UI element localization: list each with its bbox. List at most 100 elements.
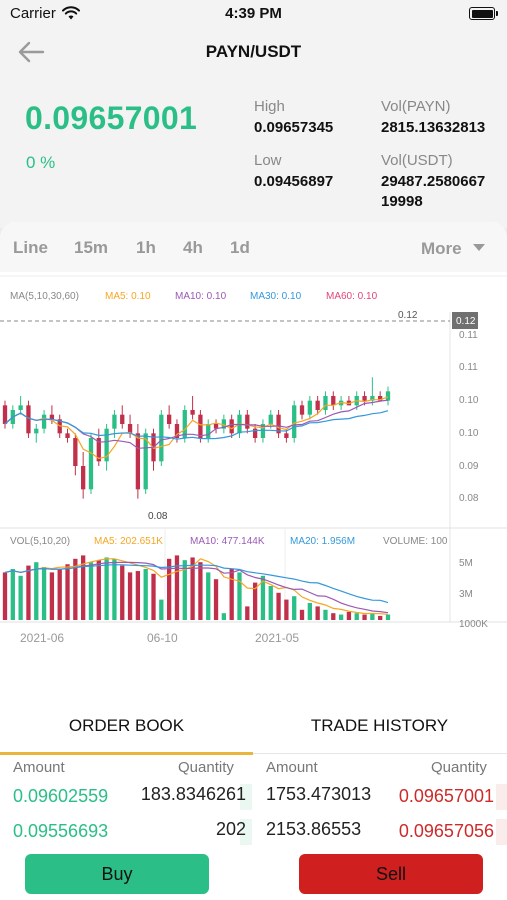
candle-body [182, 410, 187, 438]
ma30-line [4, 410, 389, 440]
candle-body [190, 410, 195, 415]
price-change: 0 % [26, 153, 56, 172]
period-1h[interactable]: 1h [136, 238, 156, 257]
volume-bar [237, 572, 242, 620]
volume-bar [18, 575, 23, 620]
x-axis-label: 2021-05 [255, 631, 299, 645]
candle-body [276, 414, 281, 434]
ticker-summary: 0.09657001 0 % High 0.09657345 Low 0.094… [0, 78, 507, 228]
volume-bar [268, 586, 273, 620]
volume-bar [151, 573, 156, 620]
vol-quote-value: 29487.2580667 19998 [381, 172, 485, 212]
ma10-legend: MA10: 0.10 [175, 291, 227, 302]
price-axis-label: 0.11 [459, 330, 478, 341]
volume-bar [229, 569, 234, 620]
candle-body [198, 414, 203, 438]
volume-bar [346, 611, 352, 620]
volume-bar [221, 613, 227, 620]
order-book-price[interactable]: 0.09556693 [13, 821, 109, 841]
order-book-amount-header: Amount [13, 759, 65, 776]
period-line[interactable]: Line [13, 238, 48, 257]
candle-body [96, 438, 101, 462]
volume-bar [378, 615, 383, 620]
x-axis-label: 2021-06 [20, 631, 64, 645]
caret-down-icon[interactable] [473, 244, 485, 251]
low-value: 0.09456897 [254, 173, 334, 190]
candle-body [2, 405, 8, 424]
volume-bar [10, 569, 15, 620]
period-15m[interactable]: 15m [74, 238, 109, 257]
trade-history-price: 0.09657001 [398, 786, 494, 806]
price-tag-bg [452, 312, 478, 329]
volume-bar [88, 562, 94, 620]
price-axis-label: 0.10 [459, 428, 479, 439]
volume-bar [2, 572, 8, 620]
candle-body [362, 396, 367, 401]
candle-body [34, 428, 39, 434]
tab-trade-history[interactable]: TRADE HISTORY [310, 716, 449, 735]
status-bar: Carrier 4:39 PM [0, 0, 507, 28]
vol-ma20-line [4, 564, 389, 604]
sell-button[interactable]: Sell [299, 854, 483, 894]
vol-ma5-legend: MA5: 202.651K [94, 536, 163, 547]
volume-bar [307, 603, 312, 620]
volume-bar [354, 613, 359, 620]
volume-bar [338, 614, 344, 620]
trade-history-quantity-header: Quantity [431, 759, 487, 776]
volume-bar [34, 562, 39, 620]
candle-body [323, 396, 328, 410]
bid-depth-bar [240, 819, 252, 845]
candle-body [252, 428, 258, 438]
candle-body [284, 433, 289, 438]
volume-bar [362, 614, 367, 620]
candle-body [127, 424, 133, 434]
vol-quote-label: Vol(USDT) [381, 152, 453, 169]
clock: 4:39 PM [225, 5, 282, 22]
volume-bar [198, 562, 203, 620]
period-1d[interactable]: 1d [230, 238, 250, 257]
candle-body [49, 414, 55, 420]
candle-body [245, 414, 250, 429]
ma-legend-prefix: MA(5,10,30,60) [10, 291, 79, 302]
candle-body [292, 405, 297, 438]
order-book-price[interactable]: 0.09602559 [13, 786, 109, 806]
candlestick-chart[interactable]: MA(5,10,30,60) MA5: 0.10 MA10: 0.10 MA30… [0, 272, 507, 652]
tab-order-book[interactable]: ORDER BOOK [68, 716, 185, 735]
volume-axis-label: 5M [459, 558, 473, 569]
volume-bar [260, 575, 266, 620]
candle-body [166, 414, 172, 424]
candle-body [143, 433, 148, 490]
back-arrow-icon[interactable] [16, 40, 46, 64]
candle-body [315, 400, 320, 410]
volume-bar [252, 582, 258, 620]
trade-history-price: 0.09657056 [398, 821, 494, 841]
price-tag: 0.12 [456, 316, 476, 327]
market-depth-panel: ORDER BOOK TRADE HISTORY Amount Quantity… [0, 652, 507, 900]
candle-body [26, 405, 31, 434]
price-axis-label: 0.10 [459, 395, 479, 406]
candle-body [206, 424, 211, 438]
volume-bar [73, 558, 78, 620]
volume-bar [206, 572, 211, 620]
candle-body [18, 405, 23, 410]
buy-button[interactable]: Buy [25, 854, 209, 894]
more-periods-button[interactable]: More [421, 239, 462, 258]
candle-body [370, 396, 375, 401]
dashed-line-label: 0.12 [398, 310, 418, 321]
price-axis-label: 0.11 [459, 362, 478, 373]
battery-icon [469, 7, 498, 20]
ma30-legend: MA30: 0.10 [250, 291, 302, 302]
volume-bars-group [2, 555, 391, 620]
volume-axis-label: 1000K [459, 619, 488, 630]
candle-body [174, 424, 180, 438]
volume-bar [166, 558, 172, 620]
vol-legend-suffix: VOLUME: 100 [383, 536, 448, 547]
candle-body [299, 405, 305, 415]
trade-history-amount: 1753.473013 [266, 784, 372, 804]
trade-history-amount-header: Amount [266, 759, 318, 776]
high-label: High [254, 98, 285, 115]
tab-divider [253, 753, 507, 754]
order-book-quantity-header: Quantity [178, 759, 234, 776]
period-4h[interactable]: 4h [183, 238, 203, 257]
last-price: 0.09657001 [25, 100, 198, 136]
